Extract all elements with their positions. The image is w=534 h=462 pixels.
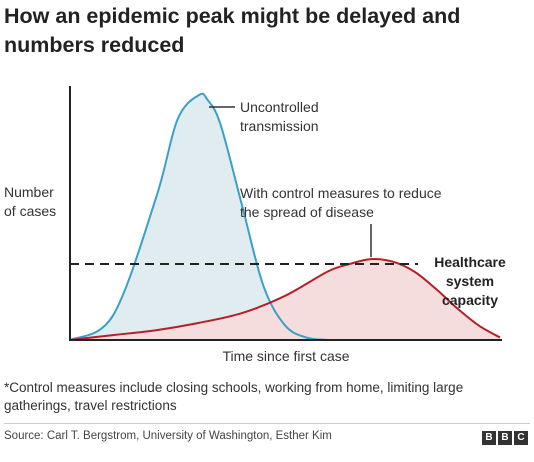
logo-letter-1: B [482,431,496,445]
bbc-logo: B B C [482,431,528,445]
footnote: *Control measures include closing school… [4,379,524,415]
controlled-label-line-2: the spread of disease [240,204,374,220]
divider [4,423,530,424]
capacity-label-line-1: Healthcare [434,254,506,270]
uncontrolled-label-line-2: transmission [240,118,319,134]
capacity-label-line-2: system [446,273,494,289]
footnote-line-2: gatherings, travel restrictions [4,398,177,413]
source-credit: Source: Carl T. Bergstrom, University of… [4,430,332,442]
controlled-area [70,259,500,340]
controlled-curve [69,258,501,341]
y-axis-label-line-2: of cases [4,203,56,219]
chart-area: Number of cases Time since first case Un… [0,68,534,368]
y-axis-label-line-1: Number [4,184,54,200]
uncontrolled-area [70,93,328,341]
chart-title-line-1: How an epidemic peak might be delayed an… [4,4,461,28]
footnote-line-1: *Control measures include closing school… [4,380,464,395]
uncontrolled-curve [69,92,329,341]
logo-letter-3: C [514,431,528,445]
x-axis-label: Time since first case [222,348,349,364]
logo-letter-2: B [498,431,512,445]
chart-title-line-2: numbers reduced [4,33,185,57]
uncontrolled-label-line-1: Uncontrolled [240,99,319,115]
controlled-label-line-1: With control measures to reduce [240,185,442,201]
chart-title: How an epidemic peak might be delayed an… [4,2,530,60]
epidemic-curve-chart: Number of cases Time since first case Un… [4,86,506,364]
capacity-label-line-3: capacity [442,292,498,308]
